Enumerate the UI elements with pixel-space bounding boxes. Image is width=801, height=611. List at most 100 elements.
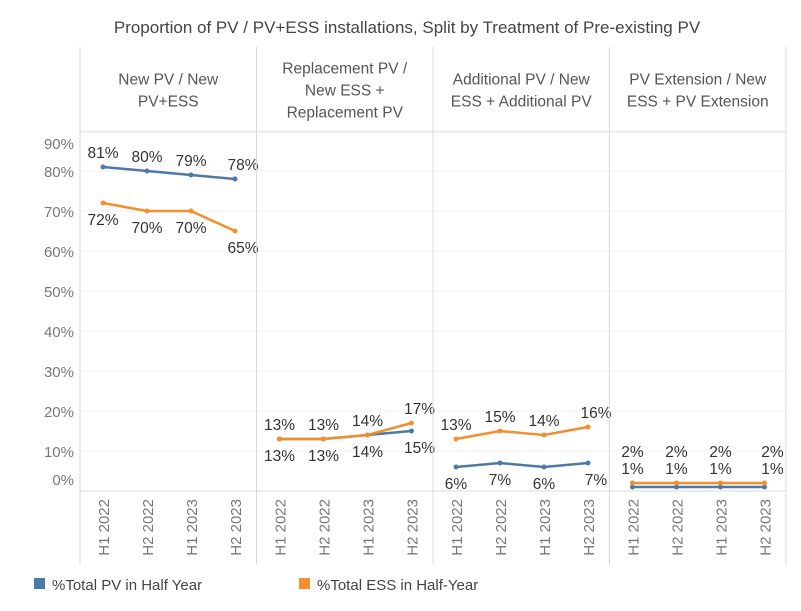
pv-data-point[interactable]: [674, 484, 679, 490]
ess-series-line: [279, 421, 412, 441]
pv-data-point[interactable]: [232, 176, 238, 182]
legend: %Total PV in Half Year %Total ESS in Hal…: [34, 577, 478, 594]
ess-data-point[interactable]: [585, 424, 591, 430]
pv-data-label: 78%: [227, 157, 258, 174]
pv-data-label: 1%: [709, 461, 732, 478]
panel-header: Replacement PV /: [282, 61, 408, 78]
pv-series-line: [455, 461, 589, 469]
pv-series-line: [102, 165, 236, 181]
ess-data-label: 14%: [352, 413, 383, 430]
x-tick-label: H2 2022: [140, 499, 157, 556]
pv-data-label: 13%: [308, 448, 339, 465]
x-tick-label: H2 2022: [493, 499, 510, 556]
ess-data-label: 15%: [484, 409, 515, 426]
ess-data-point[interactable]: [321, 436, 326, 442]
ess-series-line: [455, 425, 589, 441]
y-tick-label: 0%: [52, 472, 74, 489]
x-tick-label: H1 2022: [449, 499, 466, 556]
ess-data-label: 13%: [308, 417, 339, 434]
pv-data-label: 1%: [761, 461, 784, 478]
y-tick-label: 50%: [44, 284, 74, 301]
x-tick-label: H2 2022: [317, 499, 334, 556]
pv-data-label: 14%: [352, 444, 383, 461]
x-tick-label: H1 2023: [714, 499, 731, 556]
ess-series-line: [102, 201, 236, 233]
pv-data-label: 7%: [489, 472, 512, 489]
ess-data-point[interactable]: [762, 480, 767, 486]
ess-data-label: 13%: [440, 417, 471, 434]
ess-data-point[interactable]: [144, 208, 150, 214]
ess-data-label: 2%: [761, 444, 784, 461]
pv-data-label: 1%: [665, 461, 688, 478]
ess-data-point[interactable]: [541, 432, 547, 438]
panel-header: New PV / New: [118, 72, 219, 89]
panel-header: Replacement PV: [287, 105, 404, 122]
ess-data-label: 65%: [227, 240, 258, 257]
ess-data-point[interactable]: [674, 480, 679, 486]
panel-header: Additional PV / New: [453, 72, 591, 89]
legend-label-ess: %Total ESS in Half-Year: [317, 577, 478, 594]
chart-title: Proportion of PV / PV+ESS installations,…: [114, 18, 701, 37]
y-tick-label: 90%: [44, 136, 74, 153]
pv-data-point[interactable]: [144, 168, 150, 174]
pv-data-label: 6%: [533, 476, 556, 493]
x-tick-label: H2 2023: [758, 499, 775, 556]
ess-data-point[interactable]: [232, 228, 238, 234]
pv-data-point[interactable]: [497, 460, 503, 466]
pv-data-point[interactable]: [409, 428, 414, 434]
x-tick-label: H2 2023: [581, 499, 598, 556]
x-tick-label: H2 2023: [405, 499, 422, 556]
pv-data-point[interactable]: [630, 484, 635, 490]
ess-data-label: 2%: [621, 444, 644, 461]
pv-data-label: 15%: [404, 440, 435, 457]
pv-data-label: 81%: [87, 145, 118, 162]
pv-data-point[interactable]: [100, 164, 106, 170]
ess-data-point[interactable]: [365, 432, 370, 438]
ess-data-point[interactable]: [453, 436, 459, 442]
ess-data-label: 2%: [665, 444, 688, 461]
ess-data-point[interactable]: [718, 480, 723, 486]
ess-data-point[interactable]: [409, 420, 414, 426]
ess-data-label: 70%: [175, 220, 206, 237]
panel-header: ESS + PV Extension: [627, 94, 769, 111]
pv-data-point[interactable]: [453, 464, 459, 470]
pv-data-label: 80%: [131, 149, 162, 166]
pv-data-point[interactable]: [718, 484, 723, 490]
y-tick-label: 80%: [44, 164, 74, 181]
y-tick-label: 70%: [44, 204, 74, 221]
pv-data-label: 13%: [264, 448, 295, 465]
x-tick-label: H2 2023: [228, 499, 245, 556]
ess-data-label: 13%: [264, 417, 295, 434]
ess-data-point[interactable]: [277, 436, 282, 442]
panel-header: New ESS +: [305, 83, 385, 100]
ess-data-label: 70%: [131, 220, 162, 237]
pv-data-label: 7%: [585, 472, 608, 489]
ess-data-point[interactable]: [188, 208, 194, 214]
x-tick-label: H1 2022: [626, 499, 643, 556]
ess-data-label: 16%: [580, 405, 611, 422]
ess-data-point[interactable]: [497, 428, 503, 434]
y-tick-label: 10%: [44, 444, 74, 461]
ess-data-point[interactable]: [630, 480, 635, 486]
pv-data-point[interactable]: [762, 484, 767, 490]
ess-data-point[interactable]: [100, 200, 106, 206]
x-tick-label: H1 2023: [361, 499, 378, 556]
x-tick-label: H1 2023: [537, 499, 554, 556]
y-tick-label: 30%: [44, 364, 74, 381]
legend-swatch-pv: [34, 578, 45, 589]
pv-data-point[interactable]: [188, 172, 194, 178]
x-tick-label: H1 2022: [96, 499, 113, 556]
pv-data-label: 79%: [175, 153, 206, 170]
legend-swatch-ess: [299, 578, 310, 589]
pv-data-point[interactable]: [541, 464, 547, 470]
y-tick-label: 40%: [44, 324, 74, 341]
x-tick-label: H1 2022: [273, 499, 290, 556]
pv-data-point[interactable]: [585, 460, 591, 466]
ess-data-label: 17%: [404, 401, 435, 418]
x-tick-label: H1 2023: [184, 499, 201, 556]
y-tick-label: 60%: [44, 244, 74, 261]
panel-header: PV Extension / New: [629, 72, 767, 89]
pv-data-label: 1%: [621, 461, 644, 478]
legend-label-pv: %Total PV in Half Year: [52, 577, 202, 594]
